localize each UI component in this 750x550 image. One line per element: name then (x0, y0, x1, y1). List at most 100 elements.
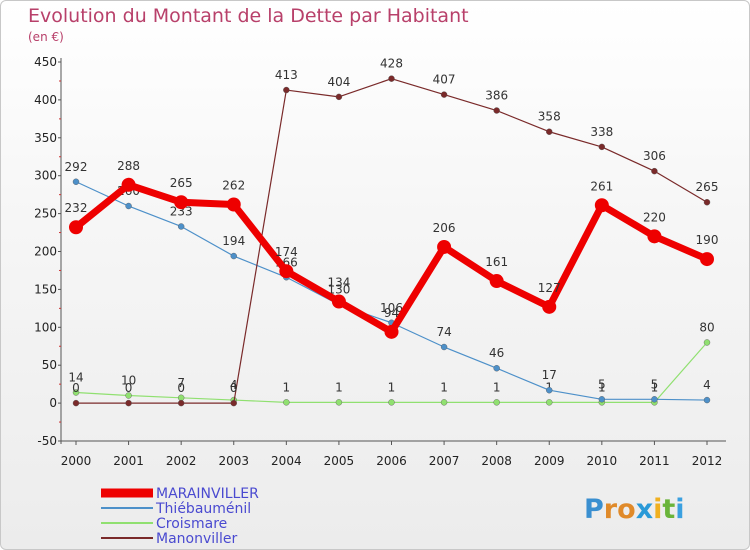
data-point (230, 399, 237, 407)
data-point (331, 294, 346, 309)
y-tick-label: 350 (34, 131, 57, 145)
data-label: 4 (703, 378, 711, 392)
data-point (226, 197, 241, 212)
data-point (546, 387, 553, 394)
data-label: 106 (380, 301, 403, 315)
data-point (177, 399, 185, 407)
data-label: 404 (327, 75, 350, 89)
y-tick-label: 450 (34, 55, 57, 69)
data-point (125, 202, 132, 210)
y-tick-label: 150 (34, 282, 57, 296)
legend-label: Croismare (156, 516, 227, 532)
legend-label: MARAINVILLER (156, 486, 259, 502)
data-label: 127 (538, 281, 561, 295)
proxiti-logo: Proxiti (584, 494, 685, 525)
data-label: 10 (121, 374, 136, 388)
data-label: 0 (72, 381, 80, 395)
data-point (283, 399, 290, 406)
legend-label: Thiébauménil (155, 501, 251, 517)
data-label: 174 (275, 245, 298, 259)
x-tick-label: 2006 (376, 454, 407, 468)
data-label: 1 (493, 380, 501, 394)
data-point (489, 274, 504, 289)
data-label: 428 (380, 57, 403, 71)
data-point (125, 399, 132, 407)
data-label: 386 (485, 89, 508, 103)
y-tick-label: -50 (37, 434, 57, 448)
data-point (283, 86, 290, 94)
data-label: 0 (230, 381, 238, 395)
data-label: 206 (433, 221, 456, 235)
data-point (388, 399, 395, 406)
x-tick-label: 2010 (587, 454, 618, 468)
x-tick-label: 2001 (113, 454, 144, 468)
data-point (72, 178, 80, 185)
data-point (437, 239, 452, 254)
data-point (493, 107, 500, 114)
chart-title: Evolution du Montant de la Dette par Hab… (28, 5, 469, 27)
data-label: 94 (384, 306, 399, 320)
x-tick-label: 2007 (429, 454, 460, 468)
data-label: 1 (598, 380, 606, 394)
data-label: 288 (117, 159, 140, 173)
data-label: 161 (485, 255, 508, 269)
data-label: 0 (177, 381, 185, 395)
data-point (177, 394, 185, 401)
data-label: 0 (125, 381, 133, 395)
y-tick-label: 300 (34, 169, 57, 183)
data-point (493, 399, 500, 406)
data-point (542, 299, 557, 314)
data-point (279, 264, 294, 279)
y-tick-label: 50 (42, 358, 57, 372)
data-point (651, 167, 658, 175)
data-label: 292 (65, 160, 88, 174)
x-tick-label: 2002 (166, 454, 197, 468)
data-point (174, 195, 189, 210)
data-label: 358 (538, 110, 561, 124)
data-point (493, 365, 500, 372)
data-label: 1 (388, 380, 396, 394)
y-tick-label: 400 (34, 93, 57, 107)
y-tick-label: 100 (34, 320, 57, 334)
data-label: 46 (489, 346, 504, 360)
y-tick-label: 200 (34, 245, 57, 259)
data-label: 232 (65, 201, 88, 215)
data-point (230, 252, 237, 260)
data-label: 262 (222, 179, 245, 193)
data-point (703, 396, 711, 404)
data-label: 194 (222, 234, 245, 248)
x-tick-label: 2009 (534, 454, 565, 468)
x-tick-label: 2004 (271, 454, 302, 468)
data-label: 407 (433, 73, 456, 87)
data-label: 4 (230, 378, 238, 392)
data-label: 14 (68, 370, 83, 384)
data-label: 1 (440, 380, 448, 394)
data-label: 338 (590, 125, 613, 139)
data-label: 1 (283, 380, 291, 394)
data-point (72, 399, 80, 407)
data-label: 74 (436, 325, 451, 339)
data-label: 1 (335, 380, 343, 394)
data-label: 220 (643, 210, 666, 224)
data-point (598, 396, 606, 403)
y-tick-label: 0 (49, 396, 57, 410)
x-tick-label: 2003 (218, 454, 249, 468)
data-point (700, 252, 714, 267)
data-point (335, 399, 343, 406)
data-point (647, 229, 662, 244)
data-point (546, 399, 553, 406)
data-point (440, 343, 448, 351)
data-point (69, 220, 83, 235)
data-point (388, 75, 395, 82)
data-label: 130 (327, 283, 350, 297)
data-point (594, 198, 609, 213)
data-label: 5 (598, 377, 606, 391)
data-label: 190 (696, 233, 719, 247)
data-point (651, 396, 658, 403)
data-point (598, 143, 606, 151)
data-label: 265 (170, 176, 193, 190)
data-label: 134 (327, 276, 350, 290)
y-tick-label: 250 (34, 207, 57, 221)
